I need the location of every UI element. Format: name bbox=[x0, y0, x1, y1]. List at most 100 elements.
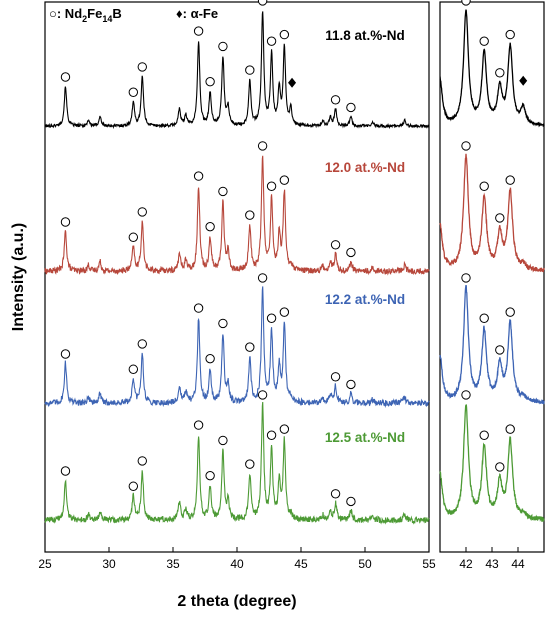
nd2fe14b-peak-marker bbox=[461, 0, 471, 6]
nd2fe14b-peak-marker bbox=[330, 240, 341, 250]
nd2fe14b-peak-marker bbox=[128, 87, 139, 97]
nd2fe14b-peak-marker bbox=[346, 247, 356, 258]
nd2fe14b-peak-marker bbox=[218, 186, 228, 197]
inset-trace bbox=[439, 404, 545, 522]
inset-x-tick-label: 44 bbox=[511, 557, 525, 571]
nd2fe14b-peak-marker bbox=[193, 420, 204, 430]
nd2fe14b-peak-marker bbox=[505, 175, 515, 185]
legend-nd2fe14b: ○: Nd2Fe14B bbox=[49, 6, 122, 24]
nd2fe14b-peak-marker bbox=[60, 349, 71, 359]
nd2fe14b-peak-marker bbox=[330, 489, 341, 499]
alpha-fe-peak-marker bbox=[288, 77, 297, 88]
nd2fe14b-peak-marker bbox=[60, 72, 71, 82]
nd2fe14b-peak-marker bbox=[193, 303, 204, 313]
main-peak-markers bbox=[60, 0, 356, 507]
nd2fe14b-peak-marker bbox=[128, 481, 139, 491]
nd2fe14b-peak-marker bbox=[205, 353, 215, 364]
nd2fe14b-peak-marker bbox=[479, 181, 489, 191]
nd2fe14b-peak-marker bbox=[266, 430, 277, 440]
nd2fe14b-peak-marker bbox=[346, 496, 356, 507]
nd2fe14b-peak-marker bbox=[245, 65, 255, 75]
nd2fe14b-peak-marker bbox=[218, 41, 228, 52]
nd2fe14b-peak-marker bbox=[495, 68, 505, 78]
inset-trace bbox=[439, 9, 545, 128]
nd2fe14b-peak-marker bbox=[505, 424, 515, 434]
x-tick-label: 25 bbox=[38, 557, 52, 571]
x-axis-title: 2 theta (degree) bbox=[177, 593, 296, 610]
nd2fe14b-peak-marker bbox=[128, 232, 139, 242]
nd2fe14b-peak-marker bbox=[461, 273, 471, 283]
inset-trace bbox=[439, 284, 545, 405]
nd2fe14b-peak-marker bbox=[505, 307, 515, 317]
main-panel: 25 30 35 40 45 50 55 bbox=[38, 0, 436, 571]
x-tick-label: 55 bbox=[422, 557, 436, 571]
alpha-fe-peak-marker bbox=[519, 75, 528, 86]
nd2fe14b-peak-marker bbox=[346, 379, 356, 390]
inset-x-ticks: 42 43 44 bbox=[459, 547, 525, 571]
series-label: 12.5 at.%-Nd bbox=[325, 430, 405, 445]
x-tick-label: 35 bbox=[166, 557, 180, 571]
inset-panel-frame bbox=[439, 1, 545, 553]
nd2fe14b-peak-marker bbox=[257, 141, 268, 151]
series-label: 11.8 at.%-Nd bbox=[325, 28, 405, 43]
inset-panel: 42 43 44 bbox=[439, 0, 545, 571]
nd2fe14b-peak-marker bbox=[137, 62, 147, 72]
nd2fe14b-peak-marker bbox=[245, 342, 255, 352]
main-x-ticks: 25 30 35 40 45 50 55 bbox=[38, 547, 436, 571]
y-axis-title: Intensity (a.u.) bbox=[10, 223, 27, 331]
nd2fe14b-peak-marker bbox=[461, 141, 471, 151]
nd2fe14b-peak-marker bbox=[257, 273, 268, 283]
legend-alpha-fe: ♦: α-Fe bbox=[176, 6, 218, 21]
nd2fe14b-peak-marker bbox=[257, 0, 268, 6]
nd2fe14b-peak-marker bbox=[346, 102, 356, 113]
nd2fe14b-peak-marker bbox=[330, 95, 341, 105]
nd2fe14b-peak-marker bbox=[479, 430, 489, 440]
nd2fe14b-peak-marker bbox=[479, 313, 489, 323]
main-trace bbox=[44, 286, 430, 409]
inset-traces bbox=[439, 9, 545, 522]
main-traces bbox=[44, 11, 430, 525]
nd2fe14b-peak-marker bbox=[205, 470, 215, 481]
nd2fe14b-peak-marker bbox=[330, 372, 341, 382]
nd2fe14b-peak-marker bbox=[479, 36, 489, 46]
series-labels: 11.8 at.%-Nd 12.0 at.%-Nd 12.2 at.%-Nd 12.5… bbox=[325, 28, 405, 445]
nd2fe14b-peak-marker bbox=[495, 213, 505, 223]
nd2fe14b-peak-marker bbox=[266, 313, 277, 323]
nd2fe14b-peak-marker bbox=[245, 210, 255, 220]
nd2fe14b-peak-marker bbox=[137, 207, 147, 217]
nd2fe14b-peak-marker bbox=[60, 217, 71, 227]
nd2fe14b-peak-marker bbox=[257, 390, 268, 400]
nd2fe14b-peak-marker bbox=[245, 459, 255, 469]
main-panel-frame bbox=[44, 1, 430, 553]
x-tick-label: 40 bbox=[230, 557, 244, 571]
nd2fe14b-peak-marker bbox=[461, 390, 471, 400]
nd2fe14b-peak-marker bbox=[193, 26, 204, 36]
main-trace bbox=[44, 155, 430, 276]
nd2fe14b-peak-marker bbox=[218, 318, 228, 329]
nd2fe14b-peak-marker bbox=[205, 76, 215, 87]
nd2fe14b-peak-marker bbox=[279, 307, 290, 317]
main-trace bbox=[44, 11, 430, 130]
x-tick-label: 30 bbox=[102, 557, 116, 571]
nd2fe14b-peak-marker bbox=[205, 221, 215, 232]
inset-trace bbox=[439, 153, 545, 273]
x-tick-label: 45 bbox=[294, 557, 308, 571]
nd2fe14b-peak-marker bbox=[266, 181, 277, 191]
nd2fe14b-peak-marker bbox=[60, 466, 71, 476]
nd2fe14b-peak-marker bbox=[279, 424, 290, 434]
nd2fe14b-peak-marker bbox=[505, 29, 515, 40]
legend: ○: Nd2Fe14B ♦: α-Fe bbox=[49, 6, 218, 24]
nd2fe14b-peak-marker bbox=[495, 345, 505, 355]
inset-x-tick-label: 42 bbox=[459, 557, 473, 571]
nd2fe14b-peak-marker bbox=[266, 36, 277, 46]
inset-peak-markers bbox=[461, 0, 528, 472]
nd2fe14b-peak-marker bbox=[128, 364, 139, 374]
nd2fe14b-peak-marker bbox=[137, 339, 147, 349]
nd2fe14b-peak-marker bbox=[193, 171, 204, 181]
nd2fe14b-peak-marker bbox=[218, 435, 228, 446]
series-label: 12.2 at.%-Nd bbox=[325, 292, 405, 307]
x-tick-label: 50 bbox=[358, 557, 372, 571]
series-label: 12.0 at.%-Nd bbox=[325, 160, 405, 175]
nd2fe14b-peak-marker bbox=[137, 456, 147, 466]
